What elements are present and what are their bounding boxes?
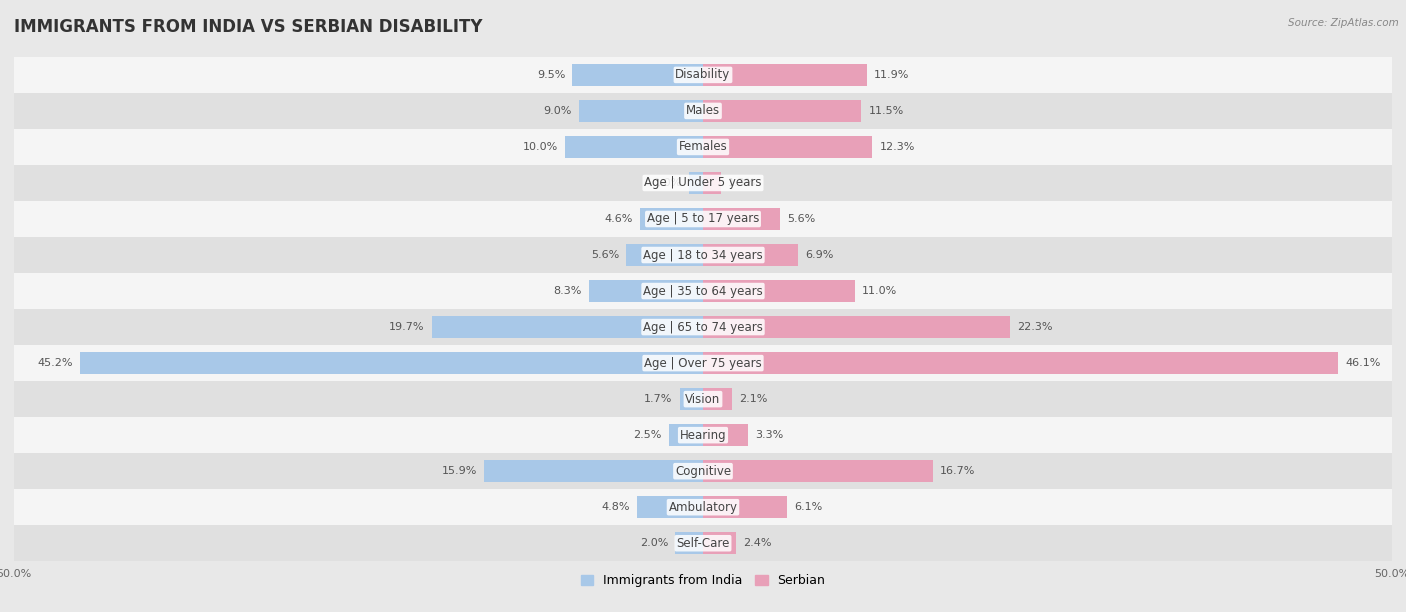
Text: 19.7%: 19.7%	[389, 322, 425, 332]
Bar	[14, 525, 1392, 561]
Text: Age | 35 to 64 years: Age | 35 to 64 years	[643, 285, 763, 297]
Bar	[14, 93, 1392, 129]
Text: 16.7%: 16.7%	[941, 466, 976, 476]
Bar	[14, 273, 1392, 309]
Bar	[703, 424, 748, 446]
Text: 15.9%: 15.9%	[441, 466, 477, 476]
Bar	[14, 129, 1392, 165]
Bar	[14, 165, 1392, 201]
Bar	[14, 345, 1392, 381]
Text: 1.7%: 1.7%	[644, 394, 672, 404]
Text: 5.6%: 5.6%	[591, 250, 619, 260]
Text: 12.3%: 12.3%	[879, 142, 915, 152]
Text: Age | Under 5 years: Age | Under 5 years	[644, 176, 762, 190]
Text: 8.3%: 8.3%	[554, 286, 582, 296]
Bar	[703, 172, 721, 194]
Bar	[14, 381, 1392, 417]
Text: 11.0%: 11.0%	[862, 286, 897, 296]
Text: 9.5%: 9.5%	[537, 70, 565, 80]
Text: Age | 5 to 17 years: Age | 5 to 17 years	[647, 212, 759, 225]
Bar	[589, 280, 703, 302]
Bar	[14, 237, 1392, 273]
Bar	[703, 64, 868, 86]
Bar	[80, 352, 703, 375]
Legend: Immigrants from India, Serbian: Immigrants from India, Serbian	[575, 569, 831, 592]
Text: Hearing: Hearing	[679, 428, 727, 442]
Bar	[637, 496, 703, 518]
Text: 2.0%: 2.0%	[640, 538, 669, 548]
Text: Age | Over 75 years: Age | Over 75 years	[644, 357, 762, 370]
Bar	[14, 201, 1392, 237]
Text: 2.5%: 2.5%	[633, 430, 662, 440]
Text: 45.2%: 45.2%	[38, 358, 73, 368]
Text: Age | 18 to 34 years: Age | 18 to 34 years	[643, 248, 763, 261]
Bar	[703, 352, 1339, 375]
Bar	[703, 100, 862, 122]
Bar	[484, 460, 703, 482]
Bar	[626, 244, 703, 266]
Text: 3.3%: 3.3%	[755, 430, 783, 440]
Bar	[679, 388, 703, 410]
Text: IMMIGRANTS FROM INDIA VS SERBIAN DISABILITY: IMMIGRANTS FROM INDIA VS SERBIAN DISABIL…	[14, 18, 482, 36]
Text: Cognitive: Cognitive	[675, 465, 731, 478]
Bar	[703, 532, 737, 554]
Text: 4.8%: 4.8%	[602, 502, 630, 512]
Bar	[640, 208, 703, 230]
Bar	[14, 57, 1392, 93]
Bar	[14, 489, 1392, 525]
Text: 2.1%: 2.1%	[738, 394, 768, 404]
Text: 11.5%: 11.5%	[869, 106, 904, 116]
Text: Ambulatory: Ambulatory	[668, 501, 738, 513]
Text: 1.0%: 1.0%	[654, 178, 682, 188]
Bar	[703, 460, 934, 482]
Text: Vision: Vision	[685, 393, 721, 406]
Text: Females: Females	[679, 140, 727, 154]
Bar	[14, 309, 1392, 345]
Bar	[565, 136, 703, 158]
Text: 11.9%: 11.9%	[875, 70, 910, 80]
Text: 2.4%: 2.4%	[742, 538, 772, 548]
Bar	[675, 532, 703, 554]
Bar	[572, 64, 703, 86]
Text: 22.3%: 22.3%	[1017, 322, 1053, 332]
Text: Age | 65 to 74 years: Age | 65 to 74 years	[643, 321, 763, 334]
Bar	[703, 316, 1011, 338]
Text: 9.0%: 9.0%	[544, 106, 572, 116]
Bar	[703, 208, 780, 230]
Bar	[703, 244, 799, 266]
Bar	[703, 388, 733, 410]
Bar	[579, 100, 703, 122]
Bar	[703, 496, 787, 518]
Bar	[703, 136, 873, 158]
Bar	[14, 453, 1392, 489]
Text: 6.9%: 6.9%	[806, 250, 834, 260]
Bar	[703, 280, 855, 302]
Bar	[14, 417, 1392, 453]
Bar	[689, 172, 703, 194]
Text: 46.1%: 46.1%	[1346, 358, 1381, 368]
Text: 4.6%: 4.6%	[605, 214, 633, 224]
Bar	[669, 424, 703, 446]
Text: Self-Care: Self-Care	[676, 537, 730, 550]
Text: Disability: Disability	[675, 69, 731, 81]
Text: Males: Males	[686, 105, 720, 118]
Text: Source: ZipAtlas.com: Source: ZipAtlas.com	[1288, 18, 1399, 28]
Text: 5.6%: 5.6%	[787, 214, 815, 224]
Text: 6.1%: 6.1%	[794, 502, 823, 512]
Text: 10.0%: 10.0%	[523, 142, 558, 152]
Bar	[432, 316, 703, 338]
Text: 1.3%: 1.3%	[728, 178, 756, 188]
